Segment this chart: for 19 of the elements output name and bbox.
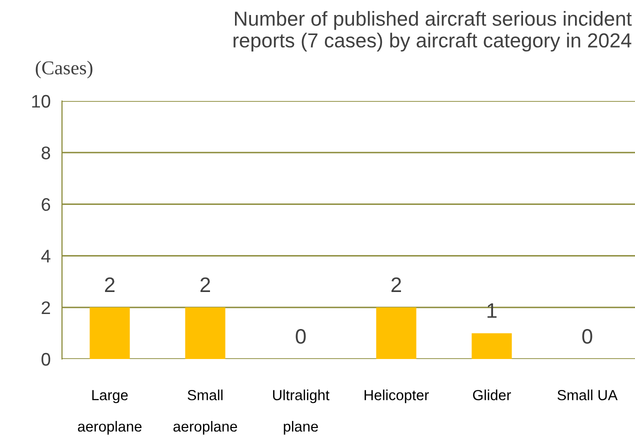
x-tick-label: Helicopter	[364, 390, 429, 404]
category-label: Large aeroplane	[78, 390, 142, 435]
x-tick-label: Glider	[473, 390, 511, 400]
y-tick-label: 8	[42, 146, 50, 160]
data-label: 2	[105, 277, 114, 292]
data-label: 0	[582, 329, 592, 344]
x-tick-label: Small UA	[558, 390, 618, 400]
category-label: Small aeroplane	[173, 390, 238, 435]
y-tick-label: 0	[42, 352, 50, 366]
y-tick-label: 10	[32, 94, 50, 108]
data-label: 0	[296, 329, 306, 344]
data-label: 2	[200, 277, 210, 292]
y-tick-label: 4	[41, 250, 50, 262]
y-axis-title: (Cases)	[36, 60, 92, 78]
y-tick-label: 2	[42, 301, 50, 314]
chart-title: Number of published aircraft serious incident reports (7 cases) by aircraft category in 2024	[234, 11, 632, 52]
y-tick-label: 6	[42, 198, 50, 211]
category-label: Ultralight plane	[273, 390, 330, 435]
data-label: 2	[392, 277, 401, 292]
